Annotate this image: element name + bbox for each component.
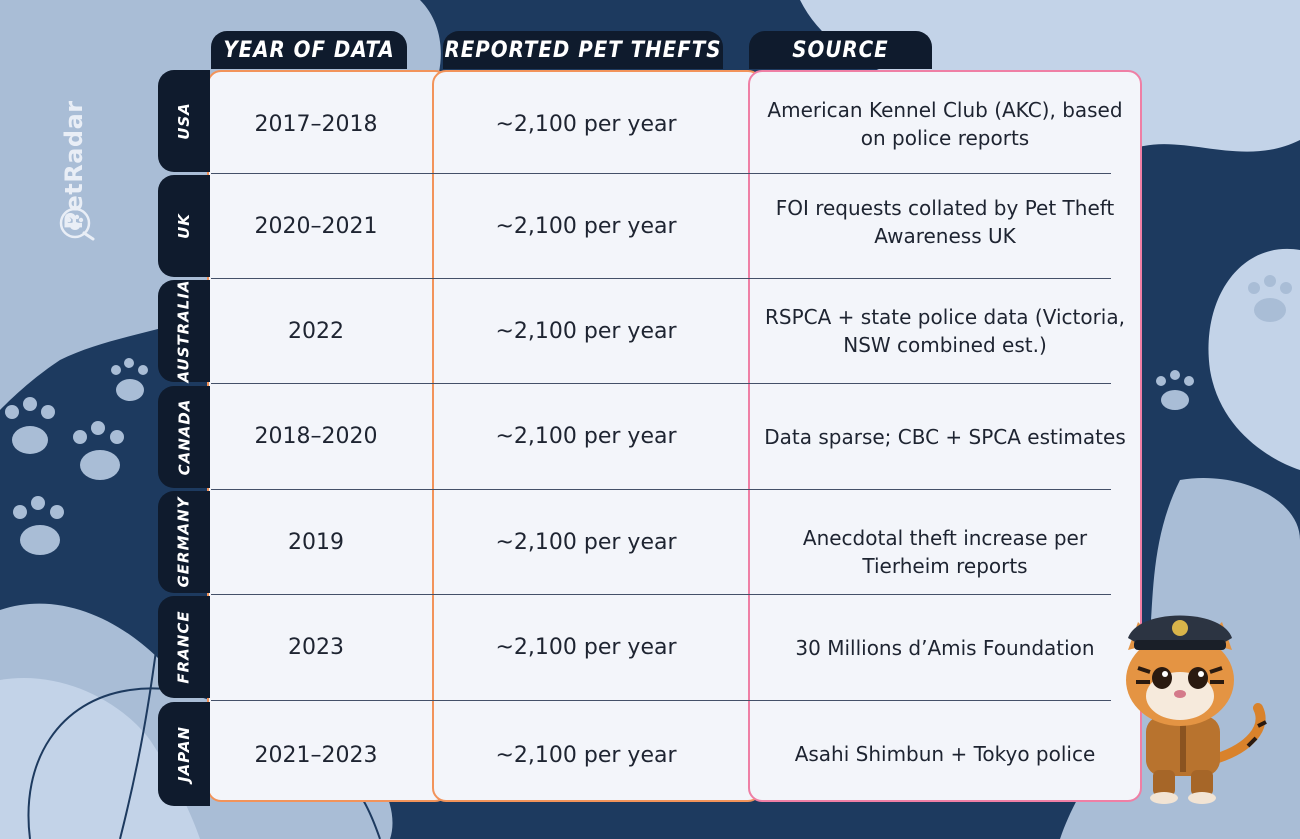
- year-cell: 2021–2023: [254, 742, 378, 768]
- header-year-of-data: YEAR OF DATA: [211, 31, 407, 69]
- country-label: CANADA: [158, 386, 210, 488]
- country-label: FRANCE: [158, 596, 210, 698]
- thefts-cell: ~2,100 per year: [495, 424, 677, 449]
- source-column: [748, 70, 1142, 802]
- year-cell: 2022: [288, 318, 344, 344]
- row-divider: [211, 173, 1111, 174]
- country-label: JAPAN: [158, 702, 210, 806]
- thefts-cell: ~2,100 per year: [495, 213, 677, 239]
- thefts-column: [432, 70, 762, 802]
- source-cell: Data sparse; CBC + SPCA estimates: [764, 424, 1126, 449]
- header-source: SOURCE: [749, 31, 932, 69]
- thefts-cell: ~2,100 per year: [495, 635, 677, 660]
- tiger-police-mascot-icon: [1126, 615, 1267, 804]
- source-cell: Anecdotal theft increase per Tierheim re…: [802, 526, 1088, 578]
- row-divider: [211, 278, 1111, 279]
- year-cell: 2017–2018: [254, 111, 378, 137]
- country-label: USA: [158, 70, 210, 172]
- row-divider: [211, 594, 1111, 595]
- paw-circle-logo-icon: [59, 207, 95, 241]
- country-label: UK: [158, 175, 210, 277]
- row-divider: [211, 489, 1111, 490]
- country-label: GERMANY: [158, 491, 210, 593]
- thefts-cell: ~2,100 per year: [495, 111, 677, 137]
- year-cell: 2020–2021: [254, 213, 378, 239]
- country-label: AUSTRALIA: [158, 279, 210, 383]
- source-cell: Asahi Shimbun + Tokyo police: [794, 742, 1096, 766]
- year-cell: 2019: [288, 529, 344, 555]
- thefts-cell: ~2,100 per year: [495, 529, 677, 555]
- source-cell: FOI requests collated by Pet Theft Aware…: [775, 196, 1115, 248]
- source-cell: RSPCA + state police data (Victoria, NSW…: [765, 305, 1125, 357]
- year-cell: 2018–2020: [254, 424, 378, 449]
- row-divider: [211, 383, 1111, 384]
- header-reported-pet-thefts: REPORTED PET THEFTS: [443, 31, 723, 69]
- thefts-cell: ~2,100 per year: [495, 318, 677, 344]
- thefts-cell: ~2,100 per year: [495, 742, 677, 768]
- year-cell: 2023: [288, 635, 344, 660]
- source-cell: American Kennel Club (AKC), based on pol…: [767, 98, 1123, 150]
- source-cell: 30 Millions d’Amis Foundation: [795, 635, 1095, 660]
- row-divider: [211, 700, 1111, 701]
